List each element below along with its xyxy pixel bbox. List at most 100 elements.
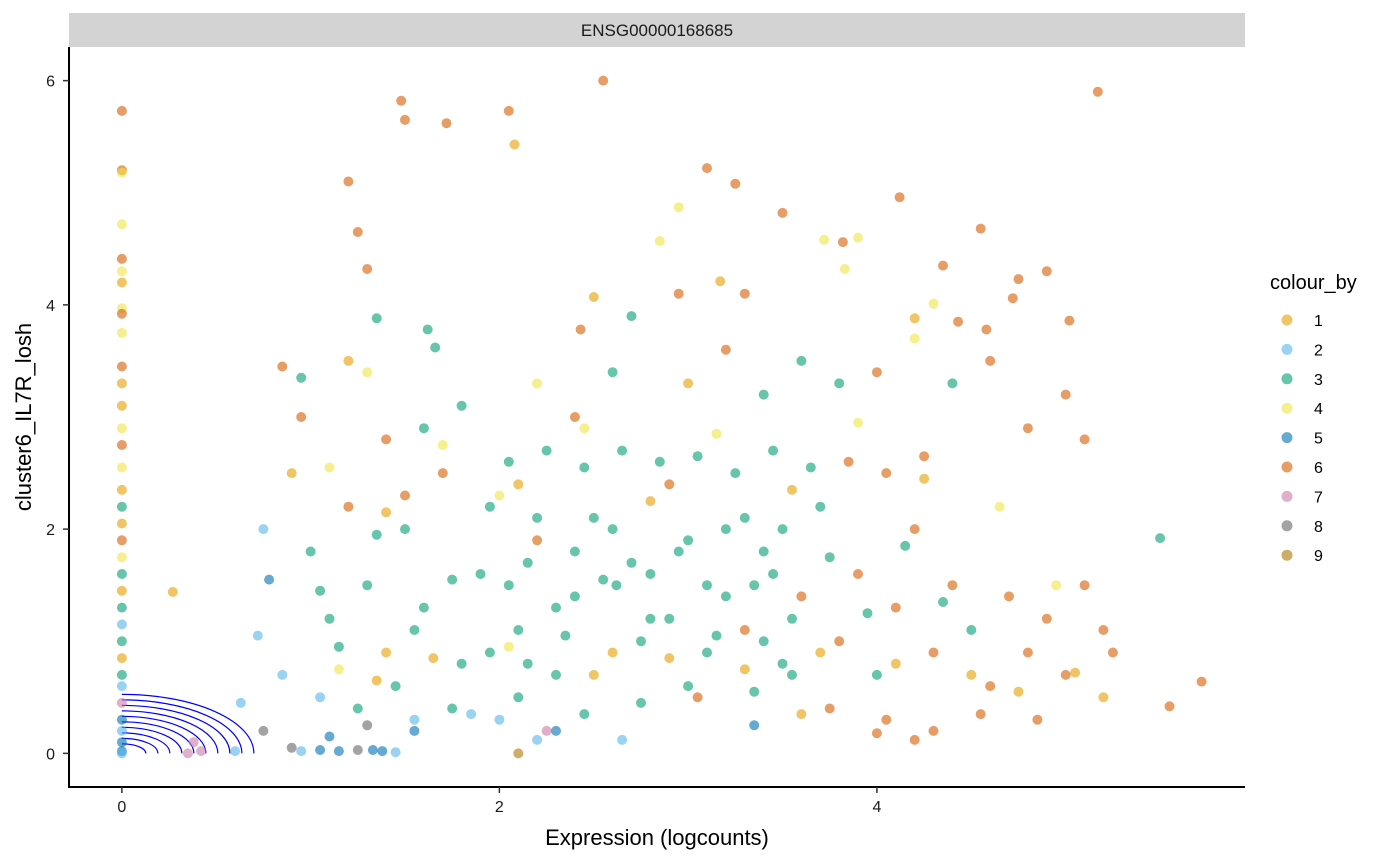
data-point-cluster-2 (116, 619, 127, 630)
data-point-cluster-3 (739, 512, 750, 523)
data-point-cluster-3 (579, 462, 590, 473)
data-point-cluster-3 (749, 580, 760, 591)
data-point-cluster-3 (815, 501, 826, 512)
legend-key-8 (1281, 520, 1293, 532)
data-point-cluster-3 (645, 613, 656, 624)
data-point-cluster-3 (522, 557, 533, 568)
data-point-cluster-6 (396, 95, 407, 106)
data-point-cluster-3 (730, 468, 741, 479)
data-point-cluster-2 (116, 725, 127, 736)
data-point-cluster-1 (715, 276, 726, 287)
data-point-cluster-3 (777, 524, 788, 535)
legend-key-7 (1281, 490, 1293, 502)
data-point-cluster-3 (418, 423, 429, 434)
legend-label-2: 2 (1314, 342, 1323, 359)
data-point-cluster-1 (815, 647, 826, 658)
data-point-cluster-3 (569, 591, 580, 602)
data-point-cluster-6 (1107, 647, 1118, 658)
data-point-cluster-3 (579, 709, 590, 720)
data-point-cluster-3 (362, 580, 373, 591)
data-point-cluster-4 (362, 367, 373, 378)
data-point-cluster-6 (400, 490, 410, 501)
data-point-cluster-1 (371, 675, 382, 686)
data-point-cluster-6 (871, 728, 882, 739)
data-point-cluster-6 (362, 264, 373, 274)
data-point-cluster-4 (116, 552, 127, 563)
data-point-cluster-1 (588, 669, 599, 680)
data-point-cluster-1 (645, 496, 656, 507)
data-point-cluster-6 (503, 105, 514, 116)
data-point-cluster-6 (928, 725, 939, 736)
data-point-cluster-3 (324, 613, 335, 624)
density-contour-line (121, 732, 171, 754)
density-contour-line (121, 715, 207, 754)
data-point-cluster-2 (258, 524, 269, 535)
data-point-cluster-6 (575, 324, 586, 335)
data-point-cluster-6 (928, 647, 939, 658)
x-tick-label: 0 (117, 799, 126, 816)
data-point-cluster-3 (636, 636, 646, 647)
data-point-cluster-3 (315, 585, 326, 596)
data-point-cluster-2 (390, 747, 401, 758)
data-point-cluster-3 (711, 630, 722, 641)
data-point-cluster-3 (456, 658, 467, 669)
data-point-cluster-4 (673, 202, 684, 213)
x-axis-ticks: 0 2 4 (117, 787, 881, 816)
data-point-cluster-1 (116, 400, 127, 411)
legend-label-8: 8 (1314, 519, 1323, 536)
data-point-cluster-6 (975, 223, 986, 234)
data-point-cluster-5 (324, 731, 335, 742)
data-point-cluster-1 (909, 313, 920, 324)
data-point-cluster-3 (588, 512, 599, 523)
data-point-cluster-6 (824, 703, 835, 714)
data-point-cluster-6 (894, 192, 905, 203)
data-point-cluster-3 (503, 456, 514, 467)
density-contour-line (121, 693, 255, 754)
data-point-cluster-4 (853, 232, 863, 243)
data-point-cluster-3 (371, 313, 382, 324)
legend-key-9 (1281, 549, 1293, 561)
data-point-cluster-6 (1060, 389, 1071, 400)
data-point-cluster-3 (871, 669, 882, 680)
data-point-cluster-1 (116, 378, 127, 389)
y-axis-ticks: 0 2 4 6 (46, 74, 69, 763)
data-point-cluster-2 (617, 734, 628, 745)
data-point-cluster-2 (235, 697, 246, 708)
data-point-cluster-6 (1007, 293, 1018, 304)
data-point-cluster-9 (513, 748, 524, 759)
data-point-cluster-6 (598, 75, 609, 86)
data-point-cluster-4 (116, 167, 127, 178)
data-point-cluster-4 (853, 417, 863, 428)
data-point-cluster-1 (116, 484, 127, 495)
data-point-cluster-1 (1013, 686, 1024, 697)
data-point-cluster-4 (116, 462, 127, 473)
data-point-cluster-1 (513, 479, 524, 490)
data-point-cluster-1 (381, 507, 392, 518)
data-point-cluster-3 (116, 602, 127, 613)
data-point-cluster-7 (182, 748, 193, 759)
data-point-cluster-1 (167, 586, 178, 597)
data-point-cluster-6 (730, 178, 741, 189)
data-point-cluster-3 (654, 456, 665, 467)
data-point-cluster-6 (909, 524, 920, 535)
data-point-cluster-7 (196, 746, 207, 757)
data-point-cluster-1 (588, 292, 599, 302)
legend-key-4 (1281, 402, 1293, 414)
data-point-cluster-3 (664, 613, 675, 624)
data-point-cluster-3 (513, 692, 524, 703)
data-point-cluster-4 (839, 264, 850, 274)
y-tick-label: 0 (46, 746, 55, 763)
data-point-cluster-6 (381, 434, 392, 445)
data-point-cluster-8 (352, 745, 363, 755)
data-point-cluster-8 (286, 742, 297, 753)
data-point-cluster-4 (116, 219, 127, 230)
data-point-cluster-3 (805, 462, 816, 473)
density-contour-line (121, 737, 159, 754)
data-point-cluster-3 (116, 569, 127, 579)
data-point-cluster-6 (569, 412, 580, 422)
data-point-cluster-1 (966, 669, 977, 680)
data-point-cluster-1 (116, 653, 127, 664)
data-point-cluster-1 (607, 647, 618, 658)
data-point-cluster-3 (720, 591, 731, 602)
